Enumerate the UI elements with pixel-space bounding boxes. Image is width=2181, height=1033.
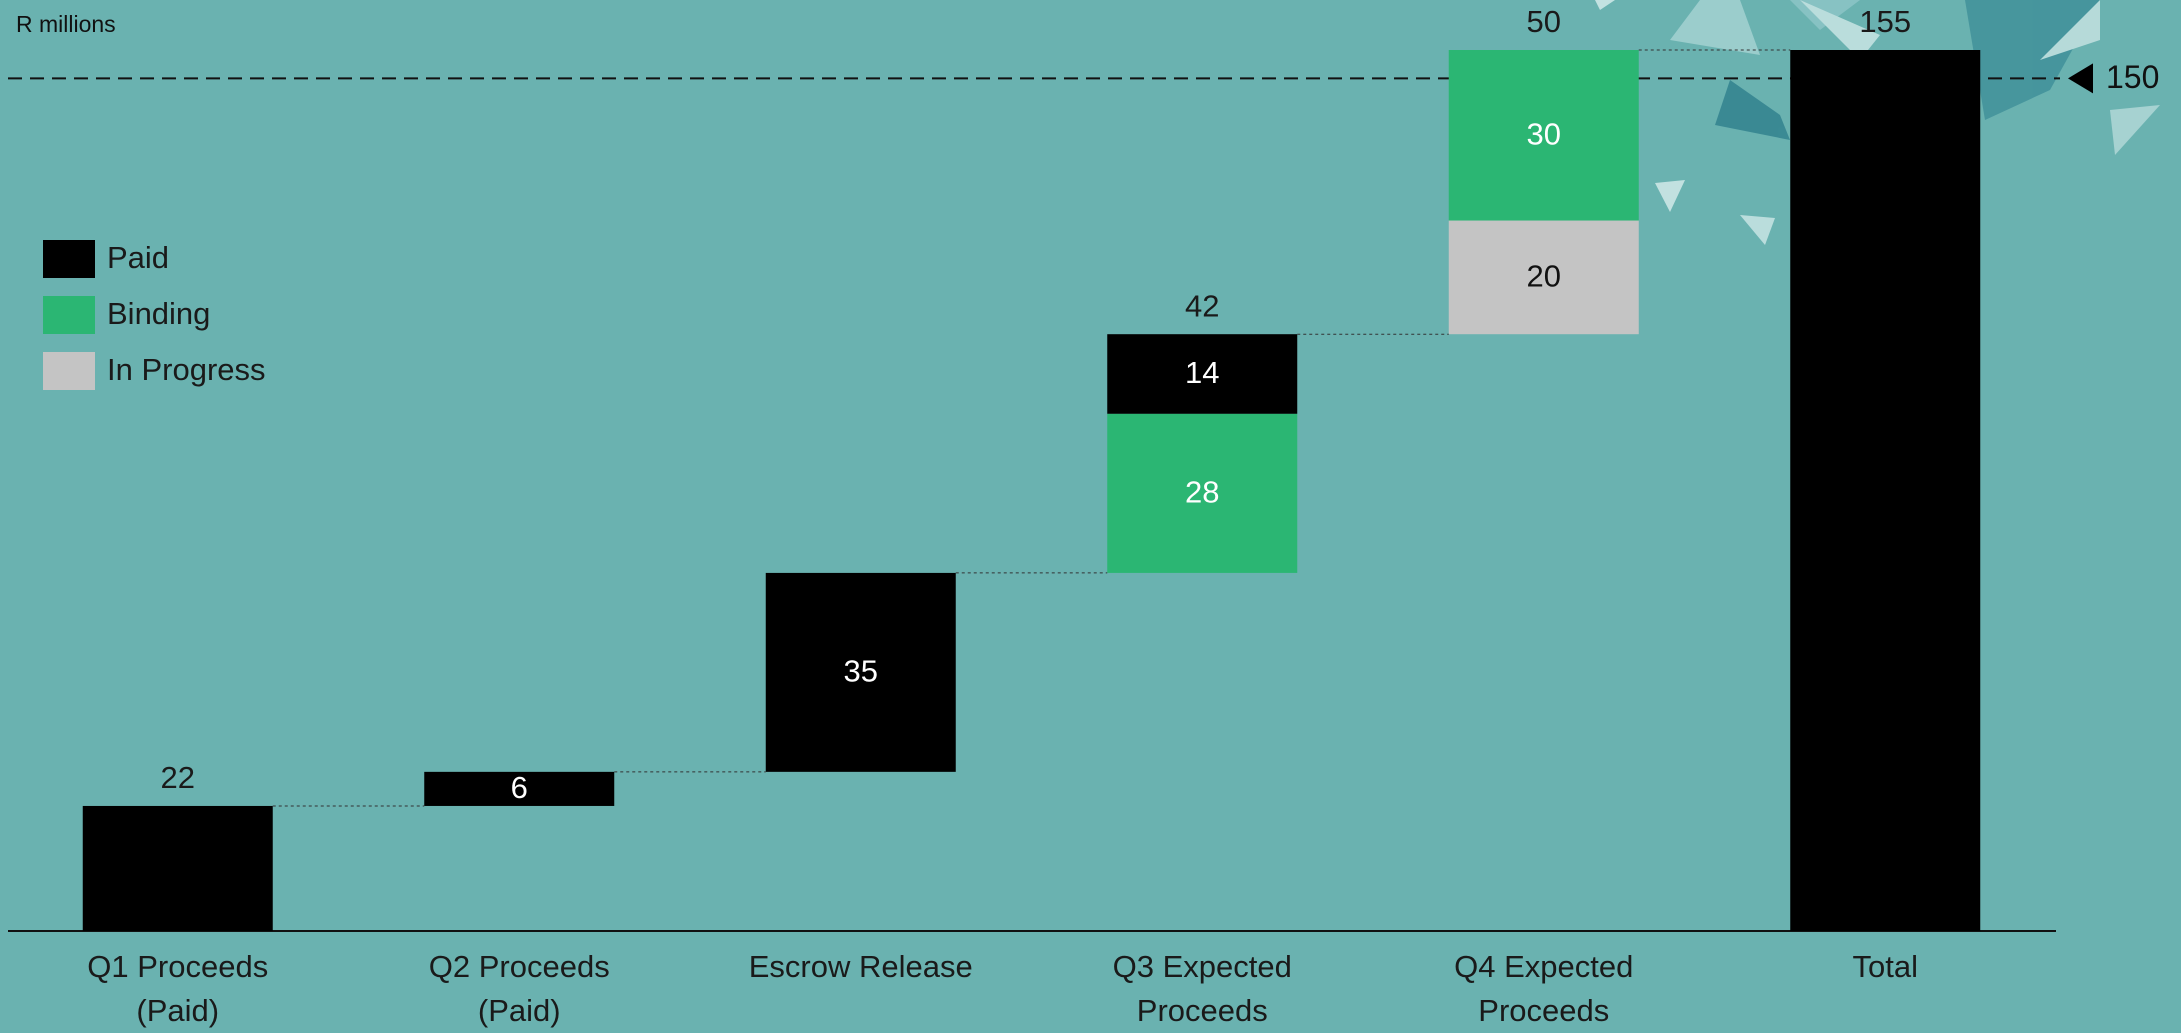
bar-segment xyxy=(1107,413,1298,573)
segment-label: 14 xyxy=(1185,355,1219,390)
x-tick-label: Q1 Proceeds (Paid) xyxy=(87,949,269,1028)
legend-swatch xyxy=(43,296,95,334)
x-tick-label: Q2 Proceeds (Paid) xyxy=(428,949,610,1028)
bar-segment xyxy=(765,572,956,772)
legend-label: In Progress xyxy=(107,352,266,387)
total-label: 42 xyxy=(1185,288,1219,323)
bar-segment xyxy=(1448,50,1639,221)
decoration xyxy=(1595,0,2160,245)
total-label: 155 xyxy=(1859,4,1911,39)
segment-label: 6 xyxy=(511,770,528,805)
legend-swatch xyxy=(43,240,95,278)
legend-label: Paid xyxy=(107,240,169,275)
unit-label: R millions xyxy=(16,11,116,37)
legend-label: Binding xyxy=(107,296,210,331)
total-label: 22 xyxy=(161,760,195,795)
segment-label: 30 xyxy=(1527,116,1561,151)
reference-label: 150 xyxy=(2106,59,2159,95)
x-tick-label: Escrow Release xyxy=(748,949,973,984)
bar-segment xyxy=(1107,334,1298,414)
reference-marker xyxy=(2068,63,2093,94)
bar-segment xyxy=(1448,220,1639,335)
total-label: 50 xyxy=(1527,4,1561,39)
x-tick-label: Total xyxy=(1852,949,1918,984)
segment-label: 28 xyxy=(1185,475,1219,510)
segment-label: 20 xyxy=(1527,259,1561,294)
legend-swatch xyxy=(43,352,95,390)
x-tick-label: Q4 Expected Proceeds xyxy=(1454,949,1634,1028)
segment-label: 35 xyxy=(844,654,878,689)
bar-segment xyxy=(1790,50,1981,931)
bar-segment xyxy=(82,805,273,931)
x-tick-label: Q3 Expected Proceeds xyxy=(1112,949,1292,1028)
bar-segment xyxy=(424,771,615,806)
